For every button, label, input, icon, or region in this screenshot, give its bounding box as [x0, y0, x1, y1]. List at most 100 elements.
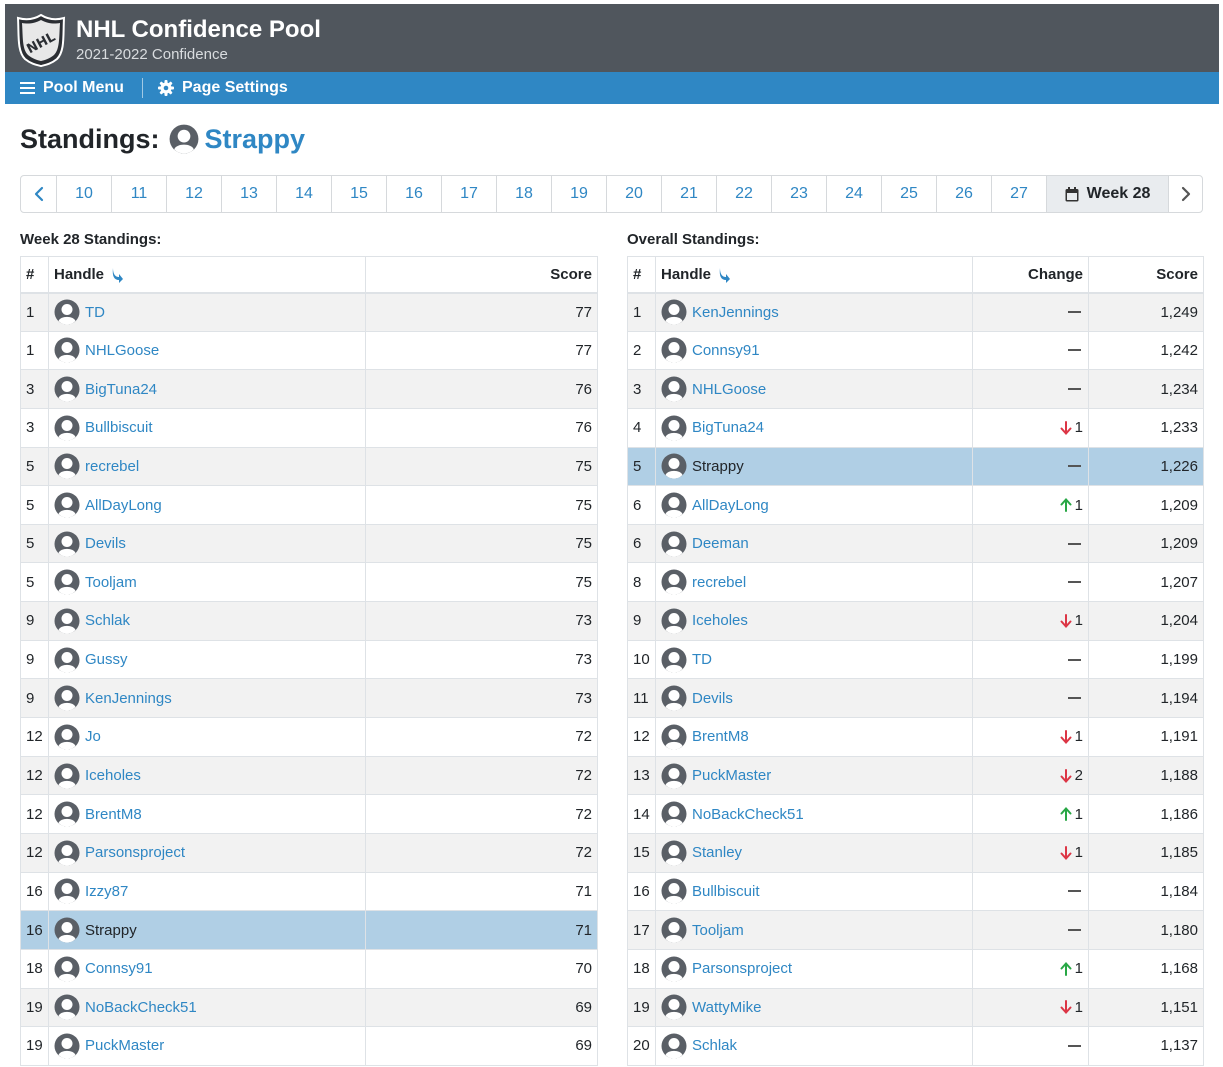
pager-week-18[interactable]: 18 — [497, 176, 552, 212]
pager-week-17[interactable]: 17 — [442, 176, 497, 212]
handle-link[interactable]: NoBackCheck51 — [85, 998, 197, 1016]
pager-week-19[interactable]: 19 — [552, 176, 607, 212]
pager-week-22[interactable]: 22 — [717, 176, 772, 212]
handle-link[interactable]: Jo — [85, 728, 101, 746]
table-row: 3 BigTuna24 76 — [20, 369, 598, 409]
user-avatar-icon — [169, 124, 198, 154]
handle-cell: Gussy — [54, 647, 360, 673]
handle-column-cell: Gussy — [48, 639, 366, 680]
handle-link[interactable]: Bullbiscuit — [85, 419, 153, 437]
standings-title-label: Standings: — [20, 123, 160, 154]
handle-cell: KenJennings — [661, 299, 967, 325]
handle-link[interactable]: recrebel — [85, 457, 140, 475]
handle-link[interactable]: BrentM8 — [85, 805, 142, 823]
handle-link[interactable]: Gussy — [85, 651, 128, 669]
handle-link[interactable]: AllDayLong — [692, 496, 769, 514]
user-avatar-icon — [54, 917, 80, 943]
table-row: 3 NHLGoose 1,234 — [627, 369, 1204, 409]
handle-link[interactable]: KenJennings — [692, 303, 779, 321]
pool-menu-label: Pool Menu — [43, 79, 124, 96]
handle-link[interactable]: Schlak — [692, 1037, 738, 1055]
page-settings-button[interactable]: Page Settings — [158, 72, 288, 104]
pager-week-24[interactable]: 24 — [827, 176, 882, 212]
pager-week-25[interactable]: 25 — [882, 176, 937, 212]
pool-menu-button[interactable]: Pool Menu — [20, 72, 124, 104]
handle-header[interactable]: Handle — [655, 256, 973, 294]
pager-week-15[interactable]: 15 — [332, 176, 387, 212]
handle-link[interactable]: PuckMaster — [692, 767, 772, 784]
pager-week-13[interactable]: 13 — [222, 176, 277, 212]
score-cell: 71 — [365, 910, 598, 950]
handle-link[interactable]: Strappy — [692, 457, 744, 475]
handle-link[interactable]: Tooljam — [85, 573, 137, 591]
standings-user-link[interactable]: Strappy — [204, 123, 306, 154]
handle-link[interactable]: Strappy — [85, 921, 137, 939]
pager-week-16[interactable]: 16 — [387, 176, 442, 212]
pager-week-23[interactable]: 23 — [772, 176, 827, 212]
handle-link[interactable]: WattyMike — [692, 998, 762, 1016]
pager-prev-button[interactable] — [21, 176, 57, 212]
user-avatar-icon — [54, 878, 80, 904]
score-header[interactable]: Score — [365, 256, 598, 294]
no-change-dash-icon — [1068, 349, 1081, 352]
handle-link[interactable]: Izzy87 — [85, 882, 129, 900]
handle-link[interactable]: NoBackCheck51 — [692, 805, 804, 823]
sort-arrow-down-icon[interactable] — [717, 267, 731, 283]
nhl-shield-logo[interactable]: NHL — [15, 13, 67, 67]
pager-week-10[interactable]: 10 — [57, 176, 112, 212]
handle-link[interactable]: NHLGoose — [85, 341, 160, 359]
handle-link[interactable]: TD — [85, 303, 105, 321]
handle-link[interactable]: BigTuna24 — [85, 380, 157, 398]
handle-link[interactable]: Tooljam — [692, 921, 744, 939]
arrow-down-icon — [1060, 1000, 1072, 1015]
sort-arrow-down-icon[interactable] — [110, 267, 124, 283]
score-header[interactable]: Score — [1088, 256, 1204, 294]
table-row: 9 Gussy 73 — [20, 639, 598, 680]
pager-week-27[interactable]: 27 — [992, 176, 1047, 212]
change-cell: 1 — [972, 717, 1089, 757]
handle-link[interactable]: AllDayLong — [85, 496, 162, 514]
handle-cell: Deeman — [661, 531, 967, 557]
handle-link[interactable]: Parsonsproject — [692, 960, 793, 978]
score-cell: 1,233 — [1088, 407, 1204, 448]
handle-link[interactable]: Parsonsproject — [85, 844, 186, 862]
handle-cell: Devils — [54, 531, 360, 557]
pager-week-11[interactable]: 11 — [112, 176, 167, 212]
rank-cell: 5 — [627, 446, 656, 487]
pager-week-14[interactable]: 14 — [277, 176, 332, 212]
handle-link[interactable]: BigTuna24 — [692, 419, 764, 437]
table-row: 19 NoBackCheck51 69 — [20, 987, 598, 1028]
table-row: 12 BrentM8 1 1,191 — [627, 717, 1204, 757]
handle-link[interactable]: Iceholes — [692, 612, 748, 630]
handle-link[interactable]: TD — [692, 651, 712, 669]
table-row: 16 Bullbiscuit 1,184 — [627, 871, 1204, 912]
handle-link[interactable]: Iceholes — [85, 767, 141, 784]
handle-link[interactable]: Devils — [692, 689, 733, 707]
change-header[interactable]: Change — [972, 256, 1089, 294]
handle-link[interactable]: Schlak — [85, 612, 131, 630]
pager-next-button[interactable] — [1169, 176, 1202, 212]
table-row: 12 Iceholes 72 — [20, 755, 598, 796]
pager-week-21[interactable]: 21 — [662, 176, 717, 212]
handle-link[interactable]: PuckMaster — [85, 1037, 165, 1055]
handle-link[interactable]: BrentM8 — [692, 728, 749, 746]
handle-link[interactable]: KenJennings — [85, 689, 172, 707]
user-avatar-icon — [54, 647, 80, 673]
pager-current-week[interactable]: Week 28 — [1047, 176, 1169, 212]
handle-link[interactable]: Stanley — [692, 844, 743, 862]
user-avatar-icon — [661, 492, 687, 518]
handle-link[interactable]: Connsy91 — [692, 341, 760, 359]
handle-link[interactable]: Bullbiscuit — [692, 882, 760, 900]
handle-link[interactable]: Deeman — [692, 535, 749, 553]
pager-week-12[interactable]: 12 — [167, 176, 222, 212]
user-avatar-icon — [54, 1033, 80, 1059]
pager-week-20[interactable]: 20 — [607, 176, 662, 212]
handle-link[interactable]: Devils — [85, 535, 126, 553]
pager-week-26[interactable]: 26 — [937, 176, 992, 212]
handle-link[interactable]: recrebel — [692, 573, 747, 591]
handle-header[interactable]: Handle — [48, 256, 366, 294]
table-row: 18 Connsy91 70 — [20, 948, 598, 989]
rank-cell: 10 — [627, 639, 656, 680]
handle-link[interactable]: Connsy91 — [85, 960, 153, 978]
handle-link[interactable]: NHLGoose — [692, 380, 767, 398]
